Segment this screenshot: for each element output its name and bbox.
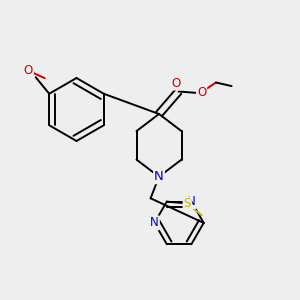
Text: S: S (184, 197, 191, 210)
Text: N: N (150, 216, 159, 230)
Text: O: O (197, 85, 206, 99)
Text: O: O (172, 76, 181, 90)
Text: N: N (187, 195, 196, 208)
Text: O: O (24, 64, 33, 77)
Text: N: N (154, 170, 164, 183)
